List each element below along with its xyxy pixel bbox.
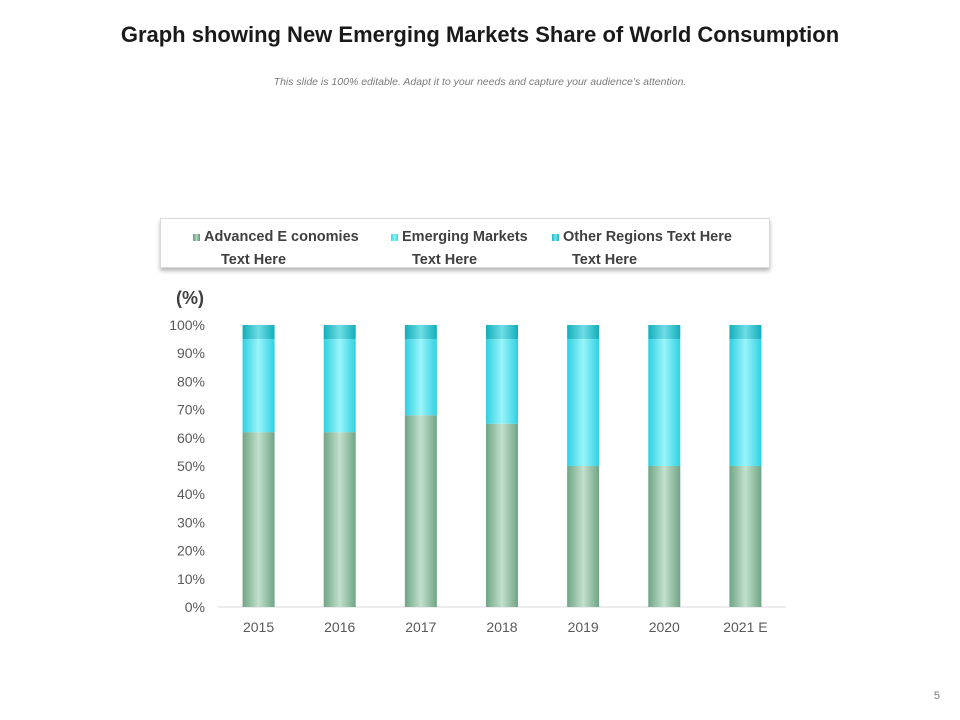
- y-tick-label: 70%: [177, 402, 205, 418]
- y-tick-label: 10%: [177, 571, 205, 587]
- x-tick-label: 2017: [405, 619, 436, 635]
- legend-swatch-advanced: [193, 234, 200, 241]
- legend-swatch-other: [552, 234, 559, 241]
- x-tick-label: 2019: [568, 619, 599, 635]
- legend-swatch-emerging: [391, 234, 398, 241]
- bar-advanced-2021-e: [729, 466, 762, 607]
- bar-emerging-2021-e: [729, 339, 762, 466]
- y-tick-label: 30%: [177, 514, 205, 530]
- bar-emerging-2019: [567, 339, 600, 466]
- x-tick-label: 2020: [649, 619, 680, 635]
- bar-other-2016: [323, 325, 356, 340]
- bar-advanced-2018: [486, 423, 518, 607]
- bar-other-2021-e: [729, 325, 762, 340]
- bar-advanced-2015: [242, 432, 275, 607]
- chart-legend: Advanced E conomies Text Here Emerging M…: [160, 218, 770, 268]
- y-tick-label: 50%: [177, 458, 205, 474]
- bar-emerging-2017: [404, 339, 437, 416]
- y-tick-label: 20%: [177, 543, 205, 559]
- legend-label-emerging-line2: Text Here: [412, 252, 478, 268]
- legend-label-other-line2: Text Here: [572, 252, 638, 268]
- bar-other-2017: [404, 325, 437, 340]
- bar-other-2019: [567, 325, 600, 340]
- legend-label-other: Other Regions Text Here: [563, 229, 732, 245]
- bar-other-2020: [648, 325, 681, 340]
- page-number: 5: [933, 690, 940, 702]
- legend-label-advanced-line2: Text Here: [221, 252, 287, 268]
- slide-subtitle: This slide is 100% editable. Adapt it to…: [273, 76, 687, 88]
- bar-emerging-2016: [323, 339, 356, 433]
- x-tick-label: 2015: [243, 619, 274, 635]
- bar-emerging-2020: [648, 339, 681, 466]
- bar-advanced-2017: [404, 415, 437, 607]
- y-tick-label: 80%: [177, 373, 205, 389]
- bar-other-2015: [242, 325, 275, 340]
- x-tick-label: 2016: [324, 619, 355, 635]
- y-tick-label: 90%: [177, 345, 205, 361]
- y-axis-ticks: 0% 10% 20% 30% 40% 50% 60% 70% 80% 90% 100%: [169, 317, 205, 615]
- x-tick-label: 2021 E: [723, 619, 767, 635]
- bar-emerging-2015: [242, 339, 275, 433]
- y-tick-label: 100%: [169, 317, 205, 333]
- slide-title: Graph showing New Emerging Markets Share…: [120, 22, 840, 47]
- y-tick-label: 40%: [177, 486, 205, 502]
- bars-group: [242, 325, 762, 607]
- bar-advanced-2016: [323, 432, 356, 607]
- x-axis-ticks: 2015 2016 2017 2018 2019 2020 2021 E: [243, 619, 768, 635]
- bar-other-2018: [486, 325, 518, 340]
- legend-label-advanced: Advanced E conomies: [204, 229, 359, 245]
- bar-emerging-2018: [486, 339, 518, 424]
- y-tick-label: 0%: [185, 599, 205, 615]
- y-axis-label: (%): [176, 288, 204, 308]
- legend-label-emerging: Emerging Markets: [402, 229, 528, 245]
- y-tick-label: 60%: [177, 430, 205, 446]
- bar-advanced-2019: [567, 466, 600, 607]
- x-tick-label: 2018: [486, 619, 517, 635]
- bar-advanced-2020: [648, 466, 681, 607]
